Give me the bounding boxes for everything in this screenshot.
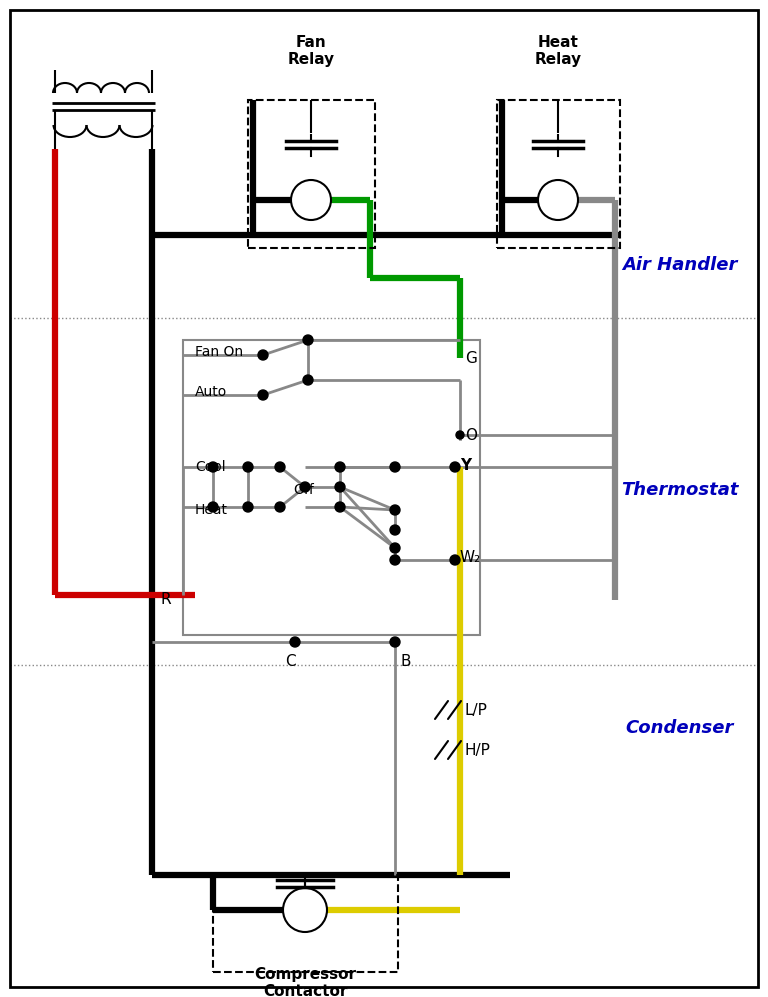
Text: Off: Off <box>293 483 314 497</box>
Text: Y: Y <box>460 458 471 473</box>
Text: Auto: Auto <box>195 385 227 399</box>
Text: Thermostat: Thermostat <box>621 481 739 499</box>
Text: C: C <box>285 654 296 669</box>
Circle shape <box>303 375 313 385</box>
Circle shape <box>243 502 253 512</box>
Circle shape <box>303 335 313 345</box>
Circle shape <box>456 431 464 439</box>
Text: Fan
Relay: Fan Relay <box>287 35 335 68</box>
Bar <box>183 340 480 635</box>
Circle shape <box>390 637 400 647</box>
Text: L/P: L/P <box>465 703 488 718</box>
Circle shape <box>450 555 460 565</box>
Bar <box>497 100 620 248</box>
Circle shape <box>275 502 285 512</box>
Circle shape <box>275 462 285 472</box>
Circle shape <box>450 462 460 472</box>
Text: Heat
Relay: Heat Relay <box>535 35 581 68</box>
Text: O: O <box>465 428 477 443</box>
Text: Heat: Heat <box>195 503 228 517</box>
Circle shape <box>300 482 310 492</box>
Circle shape <box>390 505 400 515</box>
Circle shape <box>335 462 345 472</box>
Text: H/P: H/P <box>465 743 491 758</box>
Text: Compressor
Contactor: Compressor Contactor <box>254 967 356 997</box>
Text: R: R <box>160 592 170 607</box>
Text: W₂: W₂ <box>460 550 482 565</box>
Text: B: B <box>400 654 411 669</box>
Text: G: G <box>465 351 477 366</box>
Bar <box>248 100 375 248</box>
Circle shape <box>390 555 400 565</box>
Circle shape <box>390 462 400 472</box>
Text: Air Handler: Air Handler <box>622 256 738 274</box>
Circle shape <box>208 502 218 512</box>
Text: Cool: Cool <box>195 460 226 474</box>
Text: Fan On: Fan On <box>195 345 243 359</box>
Circle shape <box>208 462 218 472</box>
Circle shape <box>243 462 253 472</box>
Circle shape <box>258 350 268 360</box>
Bar <box>213 875 398 972</box>
Circle shape <box>290 637 300 647</box>
Circle shape <box>258 390 268 400</box>
Text: Condenser: Condenser <box>626 719 734 737</box>
Circle shape <box>390 525 400 535</box>
Circle shape <box>335 502 345 512</box>
Circle shape <box>390 543 400 553</box>
Circle shape <box>335 482 345 492</box>
